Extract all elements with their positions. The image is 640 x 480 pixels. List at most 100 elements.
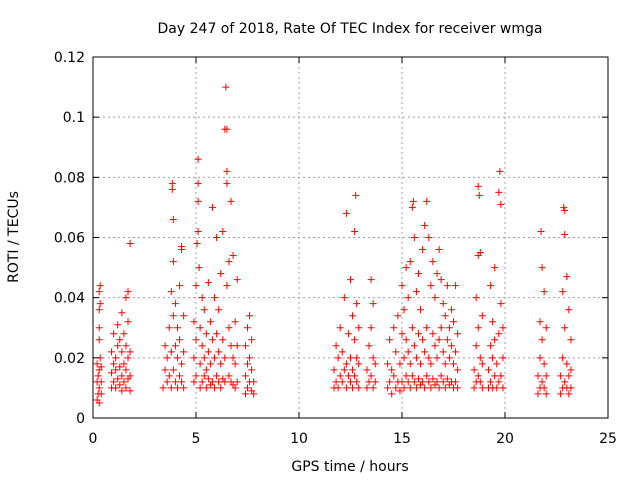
data-point <box>371 360 379 368</box>
data-point <box>94 372 102 380</box>
data-point <box>491 264 499 272</box>
data-point <box>452 348 460 356</box>
data-point <box>178 378 186 386</box>
data-point <box>400 354 408 362</box>
data-point <box>244 384 251 392</box>
data-point <box>408 324 416 332</box>
data-point <box>349 312 357 320</box>
data-point <box>538 336 546 344</box>
data-point <box>198 378 206 386</box>
data-point <box>400 384 408 392</box>
data-point <box>542 324 550 332</box>
data-point <box>447 342 455 350</box>
data-point <box>478 360 486 368</box>
data-point <box>412 354 420 362</box>
data-point <box>402 336 410 344</box>
data-point <box>409 197 417 205</box>
grid <box>93 57 608 418</box>
data-point <box>161 342 169 350</box>
data-point <box>410 342 418 350</box>
data-point <box>429 375 437 383</box>
data-point <box>536 354 544 362</box>
data-point <box>116 336 124 344</box>
data-point <box>97 378 105 386</box>
data-point <box>412 384 420 392</box>
data-point <box>472 342 480 350</box>
data-point <box>223 282 231 290</box>
data-point <box>167 384 175 392</box>
data-point <box>229 252 237 260</box>
data-point <box>427 282 435 290</box>
data-point <box>169 258 177 266</box>
data-point <box>561 230 569 238</box>
y-tick-label: 0.04 <box>54 291 85 307</box>
data-point <box>365 378 373 386</box>
data-point <box>122 366 130 374</box>
data-point <box>559 288 567 296</box>
data-point <box>493 384 501 392</box>
data-point <box>223 167 231 175</box>
data-point <box>229 354 237 362</box>
data-point <box>561 206 569 214</box>
data-point <box>353 354 361 362</box>
data-point <box>369 384 377 392</box>
data-point <box>116 363 124 371</box>
data-point <box>454 330 462 338</box>
data-point <box>435 246 443 254</box>
data-point <box>478 384 486 392</box>
data-point <box>344 330 352 338</box>
data-point <box>443 375 451 383</box>
data-point <box>386 378 394 386</box>
data-point <box>470 366 478 374</box>
data-point <box>223 179 231 187</box>
x-tick-label: 0 <box>89 431 98 447</box>
data-point <box>126 387 134 395</box>
data-point <box>423 197 431 205</box>
data-point <box>180 312 188 320</box>
data-point <box>227 342 235 350</box>
plot-frame <box>92 56 609 419</box>
data-point <box>476 249 484 257</box>
chart-title: Day 247 of 2018, Rate Of TEC Index for r… <box>158 21 543 37</box>
data-point <box>419 336 427 344</box>
data-point <box>211 294 219 302</box>
data-point <box>231 384 239 392</box>
data-point <box>178 243 186 251</box>
data-point <box>180 348 188 356</box>
data-point <box>398 330 406 338</box>
data-point <box>475 191 483 199</box>
data-point <box>221 378 229 386</box>
data-point <box>421 221 429 229</box>
data-point <box>441 384 449 392</box>
data-point <box>118 309 126 317</box>
data-point <box>116 381 124 389</box>
data-point <box>225 372 233 380</box>
data-point <box>217 384 225 392</box>
data-point <box>124 288 132 296</box>
data-point <box>161 366 169 374</box>
data-point <box>470 384 478 392</box>
axes: 0 5 10 15 20 25 0 0.02 0.04 0.06 0.08 0.1 0.12 <box>54 50 617 447</box>
data-point <box>338 348 346 356</box>
data-point <box>567 384 575 392</box>
data-point <box>452 282 460 290</box>
data-point <box>412 288 420 296</box>
data-point <box>118 372 126 380</box>
y-axis-label: ROTI / TECUs <box>6 191 22 283</box>
data-point <box>233 342 241 350</box>
data-point <box>439 348 447 356</box>
data-point <box>195 264 203 272</box>
data-point <box>542 390 550 398</box>
data-point <box>124 318 132 326</box>
data-point <box>402 264 410 272</box>
data-point <box>495 330 503 338</box>
data-point <box>342 360 350 368</box>
data-point <box>538 264 546 272</box>
y-tick-label: 0.08 <box>54 170 85 186</box>
data-point <box>445 324 453 332</box>
data-point <box>450 318 457 326</box>
data-point <box>565 372 573 380</box>
data-point <box>233 378 241 386</box>
data-point <box>489 318 497 326</box>
